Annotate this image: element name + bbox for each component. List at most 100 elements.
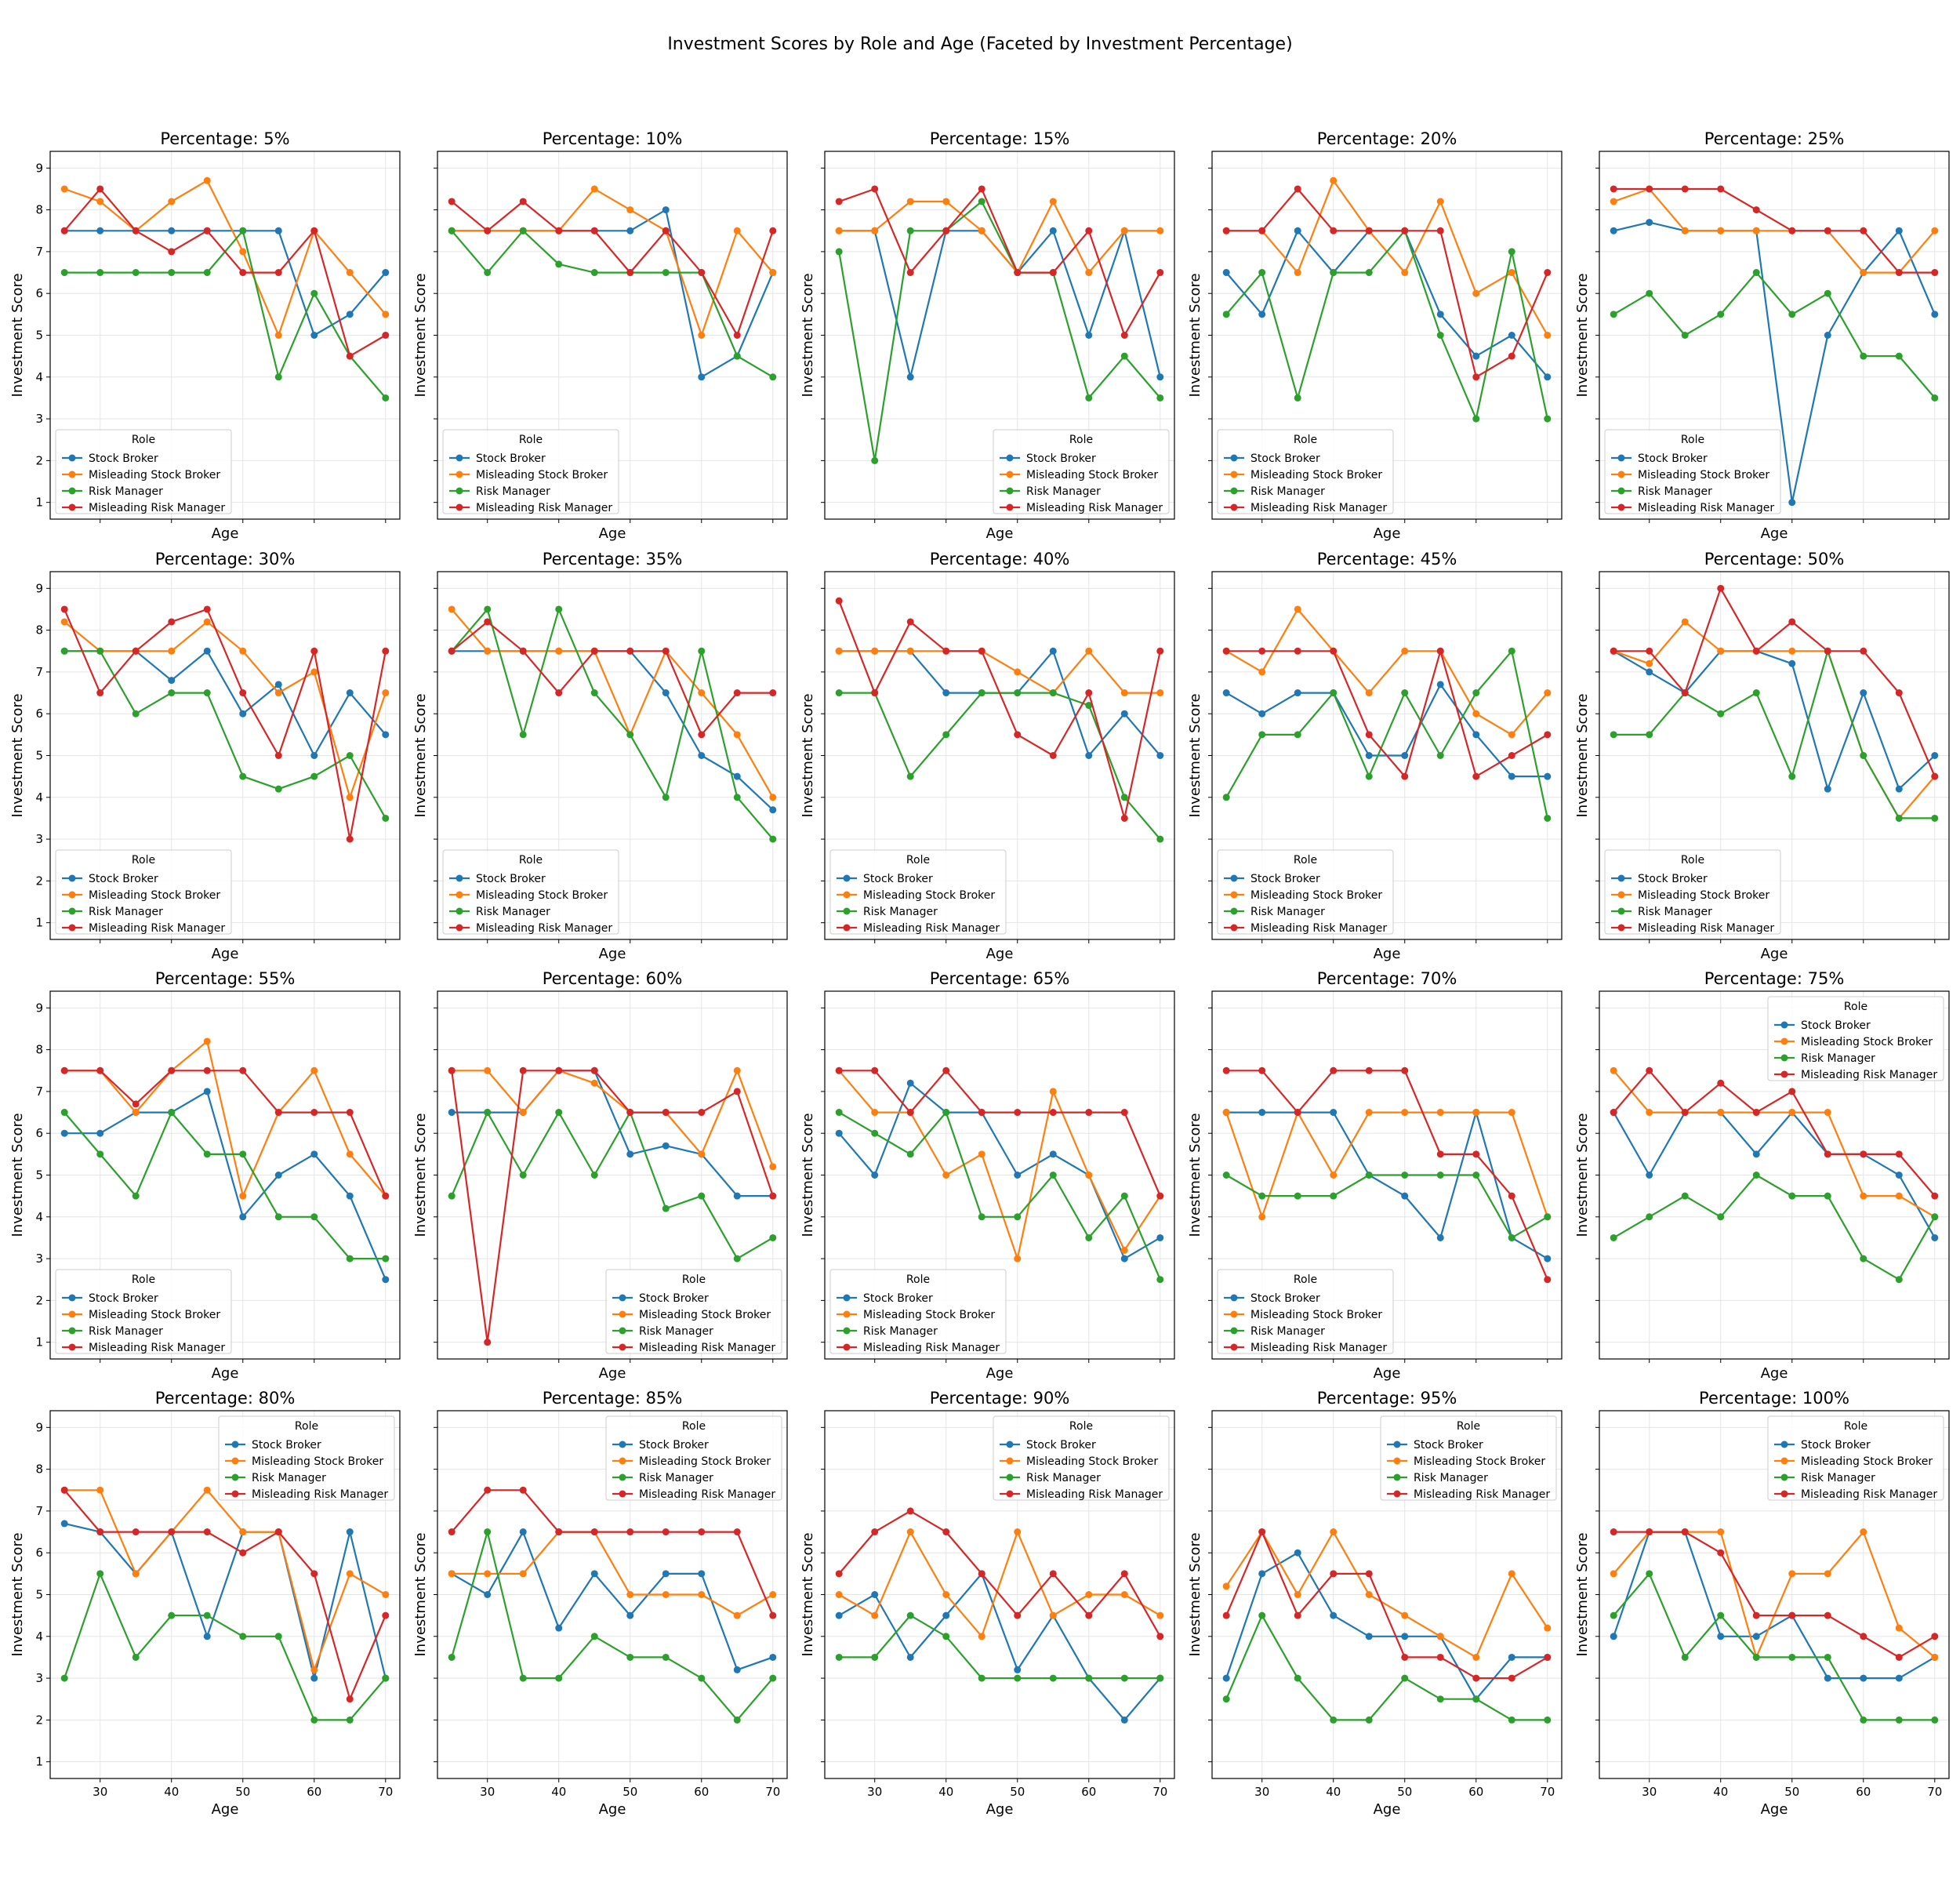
data-point [310,1716,318,1724]
legend-title: Role [1294,1273,1317,1286]
data-point [1401,227,1409,234]
legend-entry: Stock Broker [476,452,546,465]
data-point [203,618,211,626]
data-point [555,647,563,655]
legend-box [442,849,619,935]
legend-entry: Risk Manager [1801,1472,1875,1484]
legend-entry: Misleading Stock Broker [863,1309,995,1321]
legend-swatch-marker [1617,503,1625,511]
legend-swatch-marker [1780,1054,1788,1062]
legend-box [1604,849,1781,935]
y-axis-label: Investment Score [1574,1532,1591,1656]
data-point [662,647,670,655]
data-point [906,647,914,655]
data-point [96,1486,104,1494]
series-line [452,1070,773,1197]
data-point [1330,227,1338,234]
legend-entry: Stock Broker [863,1292,933,1305]
data-point [835,227,843,234]
data-point [1156,373,1164,381]
data-point [239,1150,247,1158]
data-point [274,681,282,688]
data-point [1610,1233,1617,1241]
series-line [839,1615,1160,1680]
legend-entry: Misleading Stock Broker [476,469,608,481]
data-point [132,1653,140,1661]
data-point [1931,1653,1939,1661]
data-point [871,1591,879,1598]
data-point [1401,1611,1409,1619]
data-point [978,198,985,205]
legend-entry: Misleading Risk Manager [863,1342,1000,1354]
data-point [1294,731,1301,739]
legend-entry: Misleading Risk Manager [863,922,1000,935]
legend: Role Stock Broker Misleading Stock Broker R… [1217,1269,1394,1354]
data-point [626,1591,634,1598]
legend-title: Role [1844,1001,1867,1013]
y-tick-label: 2 [35,1713,43,1727]
data-point [1330,1066,1338,1074]
data-point [1049,689,1057,697]
data-point [346,1695,354,1703]
data-point [1681,332,1689,339]
data-point [132,269,140,277]
x-axis-label: Age [986,1365,1014,1382]
data-point [1752,206,1760,214]
legend-swatch-marker [1780,1490,1788,1498]
legend-box [442,429,619,514]
data-point [310,752,318,759]
data-point [662,206,670,214]
y-tick-label: 8 [35,203,43,217]
data-point [346,1716,354,1724]
data-point [274,785,282,793]
legend-swatch-marker [1780,1070,1788,1078]
data-point [1610,1633,1617,1640]
data-point [1156,647,1164,655]
legend-swatch-marker [1230,1310,1238,1318]
data-point [835,689,843,697]
data-point [590,185,598,193]
data-point [662,794,670,801]
data-point [1156,394,1164,401]
data-point [555,260,563,268]
data-point [1120,710,1128,718]
legend-swatch-marker [619,1310,626,1318]
y-tick-label: 3 [35,412,43,426]
data-point [1085,1674,1093,1682]
data-point [1472,1695,1480,1703]
data-point [448,605,456,613]
y-axis-label: Investment Score [412,273,429,397]
data-point [310,1150,318,1158]
series-line [1613,1070,1936,1218]
data-point [698,1150,706,1158]
data-point [1120,1246,1128,1254]
y-tick-label: 4 [35,1210,43,1224]
data-point [382,1611,390,1619]
series-line [64,1522,387,1680]
legend-entry: Stock Broker [863,873,933,885]
legend-swatch-marker [1230,1343,1238,1351]
data-point [1717,1633,1725,1640]
series-line [838,1111,1161,1281]
legend-title: Role [132,434,155,446]
data-point [698,1674,706,1682]
legend-entry: Misleading Risk Manager [89,1342,225,1354]
legend-entry: Risk Manager [476,485,550,498]
data-point [590,1066,598,1074]
data-point [484,605,492,613]
y-tick-label: 7 [35,1504,43,1518]
data-point [733,1255,741,1263]
data-point [978,689,985,697]
data-point [1788,227,1796,234]
data-point [1544,373,1552,381]
data-point [132,1528,140,1536]
legend-entry: Misleading Stock Broker [252,1455,383,1468]
legend-swatch-marker [843,1294,851,1302]
legend-entry: Misleading Stock Broker [1801,1455,1933,1468]
legend-box [55,1269,232,1354]
y-tick-label: 7 [35,1085,43,1099]
data-point [132,1109,140,1117]
y-tick-label: 7 [35,245,43,259]
data-point [310,1066,318,1074]
